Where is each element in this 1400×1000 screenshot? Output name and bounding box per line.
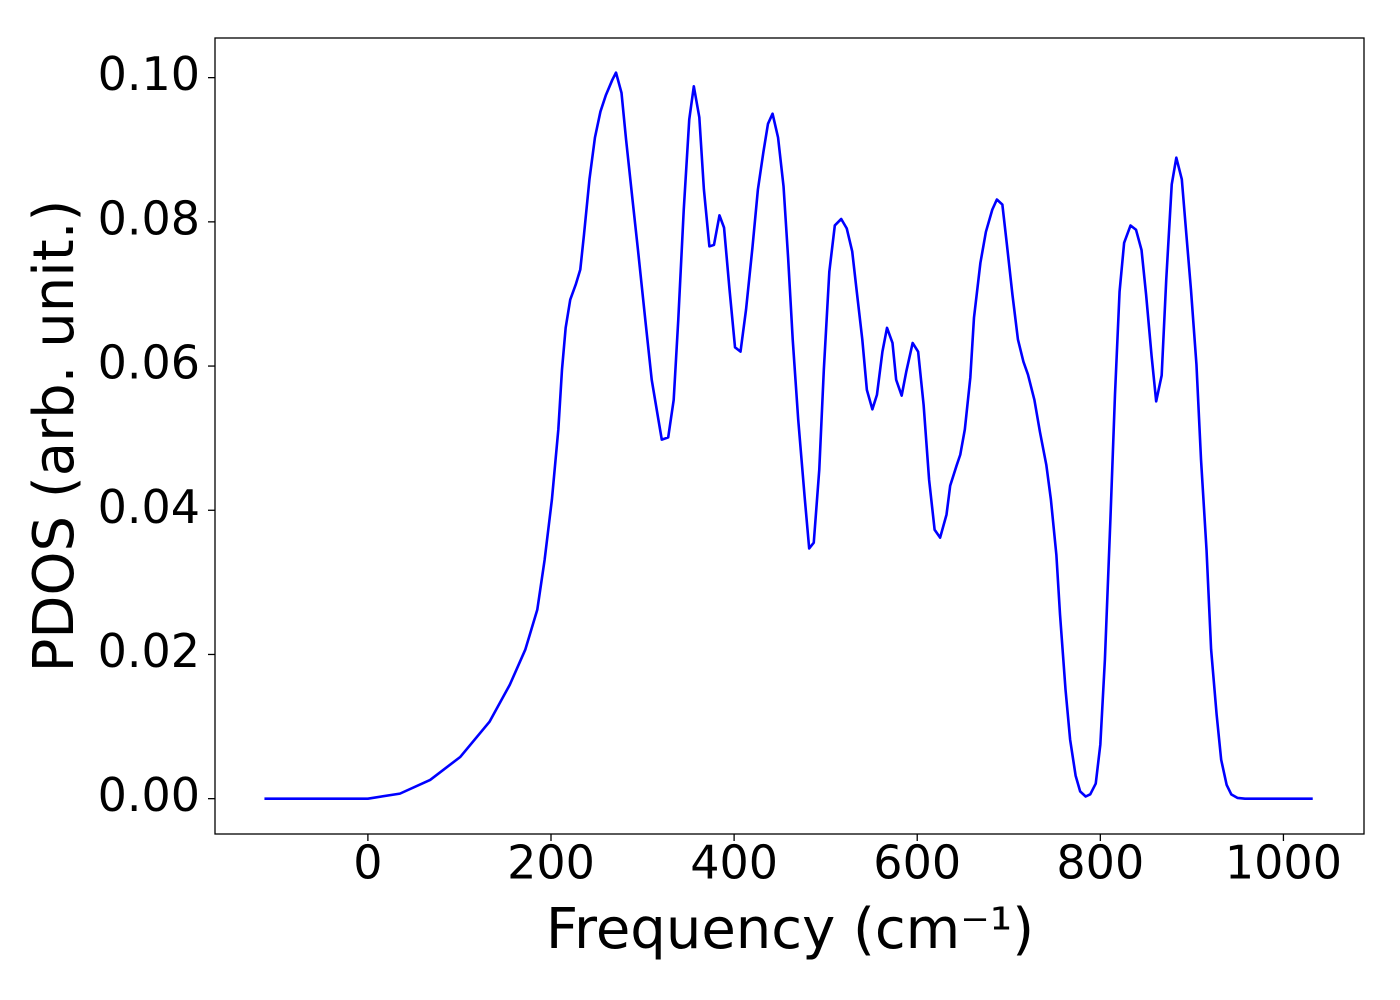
y-tick-label: 0.04 <box>98 480 200 534</box>
y-tick-label: 0.08 <box>98 191 200 245</box>
data-line <box>264 71 1313 800</box>
x-tick-label: 0 <box>353 836 382 890</box>
x-tick-label: 200 <box>507 836 595 890</box>
x-tick-label: 400 <box>690 836 778 890</box>
x-tick-label: 1000 <box>1225 836 1342 890</box>
y-tick-label: 0.10 <box>98 47 200 101</box>
x-tick-label: 600 <box>873 836 961 890</box>
x-axis-label: Frequency (cm⁻¹) <box>546 897 1034 962</box>
x-tick-label: 800 <box>1056 836 1144 890</box>
y-tick-label: 0.00 <box>98 768 200 822</box>
y-tick-label: 0.06 <box>98 336 200 390</box>
y-axis-label: PDOS (arb. unit.) <box>22 200 87 673</box>
plot-frame <box>214 37 1365 835</box>
y-tick-label: 0.02 <box>98 624 200 678</box>
